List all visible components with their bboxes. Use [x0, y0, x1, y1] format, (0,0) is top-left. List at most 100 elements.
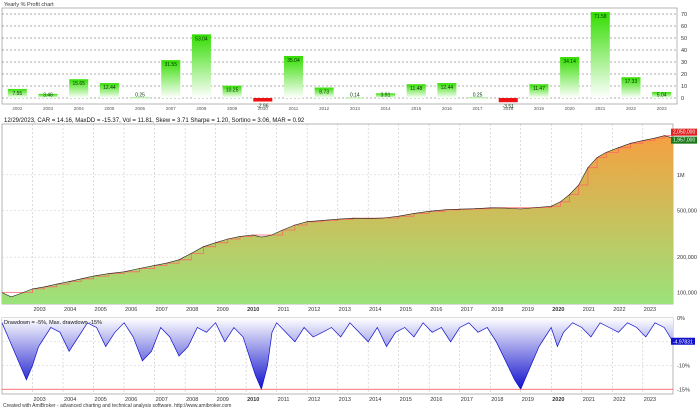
bar-value-label: 12.44	[441, 85, 454, 91]
x-tick-label: 2005	[104, 106, 115, 111]
x-tick-label: 2005	[95, 307, 107, 313]
x-tick-label: 2011	[278, 397, 290, 402]
x-tick-label: 2013	[350, 106, 361, 111]
last-value-label: 2,050,000	[673, 130, 695, 136]
bar	[468, 97, 488, 99]
x-tick-label: 2009	[217, 307, 229, 313]
x-tick-label: 2002	[12, 106, 23, 111]
bar-value-label: 11.48	[410, 86, 422, 92]
footer-credit: Created with AmiBroker - advanced charti…	[3, 403, 232, 409]
bar-value-label: 11.47	[533, 86, 545, 92]
x-tick-label: 2022	[613, 397, 625, 402]
bar	[621, 77, 641, 98]
x-tick-label: 2016	[430, 397, 442, 402]
bar	[590, 12, 610, 98]
equity-panel: 12/29/2023, CAR = 14.16, MaxDD = -15.37,…	[0, 114, 700, 316]
bar-value-label: 15.65	[72, 81, 85, 87]
y-tick-label: 200,000	[677, 255, 697, 261]
bar	[222, 85, 242, 98]
last-value-badge	[671, 136, 697, 144]
x-tick-label: 2010	[247, 307, 259, 313]
x-tick-label: 2011	[289, 106, 299, 111]
y-tick-label: 20	[681, 72, 687, 78]
yearly-profit-panel: Yearly % Profit chart 0 10 20 30 40 50 60 70 7.55…	[0, 0, 700, 112]
x-tick-label: 2004	[64, 307, 76, 313]
last-value-label: -4.97831	[673, 339, 693, 345]
y-tick-label: 10	[681, 84, 687, 90]
bar-value-label: 0.14	[350, 93, 360, 99]
bar-value-label: 7.55	[12, 91, 22, 97]
chart-title: Yearly % Profit chart	[4, 2, 54, 8]
bar	[314, 87, 334, 98]
bar	[253, 98, 273, 102]
bar	[191, 34, 211, 98]
x-tick-label: 2006	[135, 106, 146, 111]
x-tick-label: 2012	[319, 106, 330, 111]
x-tick-label: 2011	[278, 307, 290, 313]
x-tick-label: 2016	[442, 106, 453, 111]
x-tick-label: 2007	[156, 307, 168, 313]
bar-value-label: 3.46	[43, 93, 53, 99]
bar-value-label: 0.25	[135, 93, 145, 99]
x-tick-label: 2003	[34, 397, 46, 402]
x-tick-label: 2013	[339, 307, 351, 313]
x-tick-label: 2014	[369, 307, 381, 313]
x-tick-label: 2008	[196, 106, 207, 111]
y-tick-label: -15%	[677, 387, 690, 393]
y-tick-label: 500,000	[677, 208, 697, 214]
x-tick-label: 2008	[186, 397, 198, 402]
y-tick-label: 40	[681, 48, 687, 54]
x-tick-label: 2020	[552, 397, 564, 402]
y-tick-label: 0	[681, 96, 684, 102]
bar-value-label: 71.58	[594, 14, 607, 20]
x-tick-label: 2023	[657, 106, 668, 111]
drawdown-area	[2, 318, 673, 390]
bar-value-label: 10.25	[226, 88, 239, 94]
x-tick-label: 2015	[411, 106, 422, 111]
x-tick-label: 2018	[491, 307, 503, 313]
bar	[130, 97, 150, 99]
bar	[652, 91, 672, 98]
bar-value-label: 3.91	[381, 93, 391, 99]
y-tick-label: 30	[681, 60, 687, 66]
y-tick-label: 70	[681, 12, 687, 18]
x-tick-label: 2021	[583, 307, 595, 313]
bar-value-label: -2.96	[257, 104, 269, 110]
y-tick-label: 1M	[677, 173, 685, 179]
drawdown-line	[1, 322, 674, 391]
bar	[529, 84, 549, 98]
bar-value-label: 8.73	[319, 90, 329, 96]
last-value-badge	[671, 128, 697, 136]
x-tick-label: 2017	[461, 397, 473, 402]
x-tick-label: 2006	[125, 307, 137, 313]
chart-title: Drawdown = -5%, Max. drawdown -15%	[4, 320, 102, 326]
x-tick-label: 2012	[308, 307, 320, 313]
y-tick-label: 50	[681, 36, 687, 42]
bar-value-label: 12.44	[103, 85, 116, 91]
x-tick-label: 2005	[95, 397, 107, 402]
x-tick-label: 2022	[626, 106, 637, 111]
x-tick-label: 2006	[125, 397, 137, 402]
x-tick-label: 2013	[339, 397, 351, 402]
x-tick-label: 2020	[552, 307, 564, 313]
bar	[99, 83, 119, 98]
x-tick-label: 2017	[473, 106, 484, 111]
drawdown-panel: 0%-5%-10%-15%200320042005200620072008200…	[0, 316, 700, 402]
y-tick-label: 100,000	[677, 291, 697, 297]
last-value-badge	[671, 337, 695, 345]
x-tick-label: 2003	[43, 106, 54, 111]
x-tick-label: 2020	[565, 106, 576, 111]
drawdown-chart: 0%-5%-10%-15%200320042005200620072008200…	[1, 316, 695, 402]
yearly-profit-chart: Yearly % Profit chart 0 10 20 30 40 50 60 70 7.55…	[1, 2, 687, 111]
bar	[38, 93, 58, 98]
y-tick-label: 60	[681, 24, 687, 30]
x-tick-label: 2023	[644, 397, 656, 402]
x-tick-label: 2021	[583, 397, 595, 402]
x-tick-label: 2015	[400, 397, 412, 402]
x-tick-label: 2018	[503, 106, 514, 111]
bar	[560, 57, 580, 98]
x-tick-label: 2019	[522, 397, 534, 402]
x-tick-label: 2023	[644, 307, 656, 313]
equity-line	[1, 135, 674, 298]
bar	[376, 93, 396, 98]
